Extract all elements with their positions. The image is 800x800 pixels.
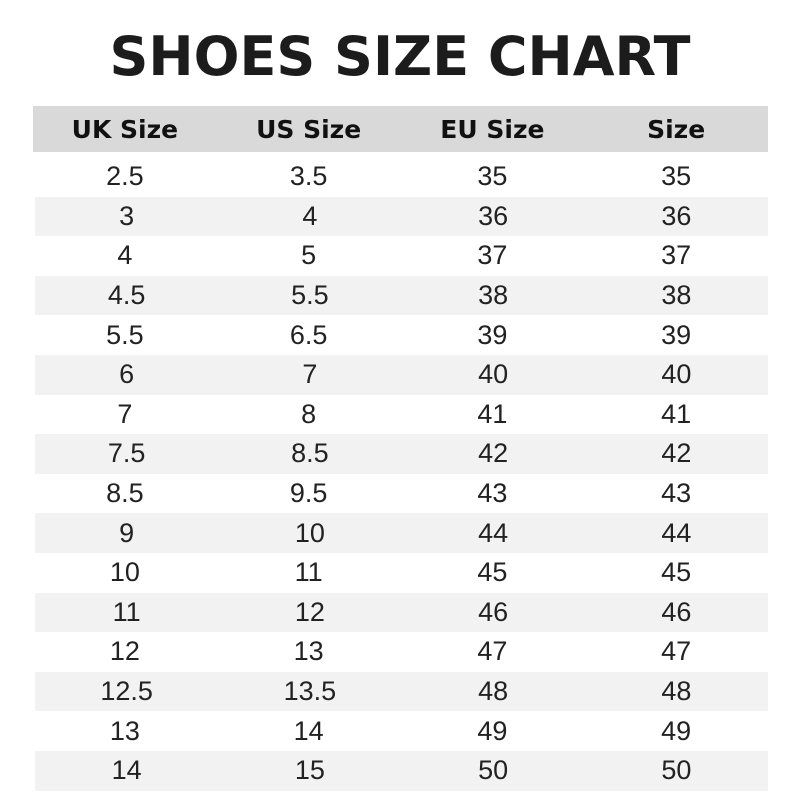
table-cell: 13: [109, 715, 140, 746]
table-cell: 37: [661, 240, 692, 271]
table-cell: 41: [661, 398, 692, 429]
table-cell: 46: [661, 596, 692, 627]
table-cell: 40: [661, 359, 692, 390]
table-cell: 46: [478, 596, 509, 627]
table-cell: 42: [478, 438, 509, 469]
table-row: 11 12 46 46: [35, 592, 768, 633]
table-cell: 14: [293, 715, 324, 746]
table-cell: 45: [477, 557, 508, 588]
table-cell: 8.5: [291, 438, 329, 469]
table-cell: 12: [109, 636, 140, 667]
table-cell: 43: [661, 478, 692, 509]
table-cell: 48: [661, 676, 692, 707]
table-cell: 8: [301, 398, 317, 429]
table-cell: 4: [302, 200, 318, 231]
table-cell: 41: [477, 398, 508, 429]
table-cell: 50: [478, 755, 509, 786]
table-body: 2.5 3.5 35 35 3 4 36 36 4 5 37 37 4.5 5.5 38 38 5.5 6.5 39…: [33, 157, 768, 791]
table-cell: 11: [294, 557, 323, 588]
table-row: 6 7 40 40: [35, 354, 768, 395]
header-size: Size: [647, 114, 706, 144]
table-row: 2.5 3.5 35 35: [33, 157, 768, 197]
table-row: 4.5 5.5 38 38: [35, 275, 768, 316]
table-cell: 42: [661, 438, 692, 469]
table-cell: 3: [119, 200, 135, 231]
table-cell: 12: [294, 596, 325, 627]
table-cell: 3.5: [289, 161, 328, 192]
table-cell: 10: [109, 557, 140, 588]
table-cell: 39: [477, 319, 508, 350]
table-cell: 10: [294, 517, 325, 548]
table-row: 13 14 49 49: [33, 711, 768, 751]
table-cell: 40: [478, 359, 509, 390]
table-cell: 15: [294, 755, 325, 786]
table-cell: 39: [661, 319, 692, 350]
header-uk-size: UK Size: [71, 114, 179, 144]
table-row: 7 8 41 41: [33, 395, 768, 435]
table-header: UK Size US Size EU Size Size: [33, 106, 768, 152]
table-cell: 6.5: [289, 319, 328, 350]
table-row: 4 5 37 37: [33, 236, 768, 276]
table-cell: 38: [661, 280, 692, 311]
table-row: 14 15 50 50: [35, 750, 768, 791]
table-row: 12 13 47 47: [33, 632, 768, 672]
table-cell: 7.5: [107, 438, 146, 469]
table-cell: 35: [661, 161, 692, 192]
table-cell: 5: [301, 240, 317, 271]
table-cell: 47: [661, 636, 692, 667]
table-cell: 5.5: [291, 280, 329, 311]
table-cell: 44: [661, 517, 692, 548]
table-row: 5.5 6.5 39 39: [33, 315, 768, 355]
table-cell: 8.5: [106, 478, 144, 509]
table-cell: 48: [478, 676, 509, 707]
table-cell: 4.5: [107, 280, 146, 311]
table-row: 3 4 36 36: [35, 196, 768, 237]
table-cell: 37: [477, 240, 508, 271]
table-cell: 43: [477, 478, 508, 509]
table-row: 7.5 8.5 42 42: [35, 434, 768, 474]
table-cell: 12.5: [100, 676, 153, 707]
size-table: UK Size US Size EU Size Size 2.5 3.5 35 35 3…: [33, 106, 768, 791]
table-cell: 11: [112, 596, 141, 627]
table-row: 8.5 9.5 43 43: [33, 474, 768, 514]
table-cell: 44: [478, 517, 509, 548]
table-cell: 49: [661, 715, 692, 746]
table-row: 12.5 13.5 48 48: [35, 671, 768, 712]
table-cell: 45: [661, 557, 692, 588]
table-cell: 36: [478, 200, 509, 231]
page-title: SHOES SIZE CHART: [109, 25, 691, 88]
header-us-size: US Size: [256, 114, 362, 144]
header-eu-size: EU Size: [440, 114, 545, 144]
table-cell: 35: [477, 161, 508, 192]
table-cell: 5.5: [106, 319, 144, 350]
table-cell: 13.5: [283, 676, 337, 707]
table-cell: 4: [117, 240, 133, 271]
table-cell: 2.5: [106, 161, 144, 192]
table-cell: 7: [302, 359, 318, 390]
table-cell: 36: [661, 200, 692, 231]
table-cell: 9.5: [289, 478, 328, 509]
table-cell: 47: [477, 636, 508, 667]
table-cell: 6: [119, 359, 135, 390]
table-cell: 14: [111, 755, 142, 786]
table-cell: 38: [478, 280, 509, 311]
table-row: 10 11 45 45: [33, 553, 768, 593]
table-cell: 9: [119, 517, 135, 548]
table-cell: 13: [293, 636, 324, 667]
table-row: 9 10 44 44: [35, 513, 768, 553]
table-cell: 7: [117, 398, 133, 429]
table-cell: 50: [661, 755, 692, 786]
table-cell: 49: [477, 715, 508, 746]
